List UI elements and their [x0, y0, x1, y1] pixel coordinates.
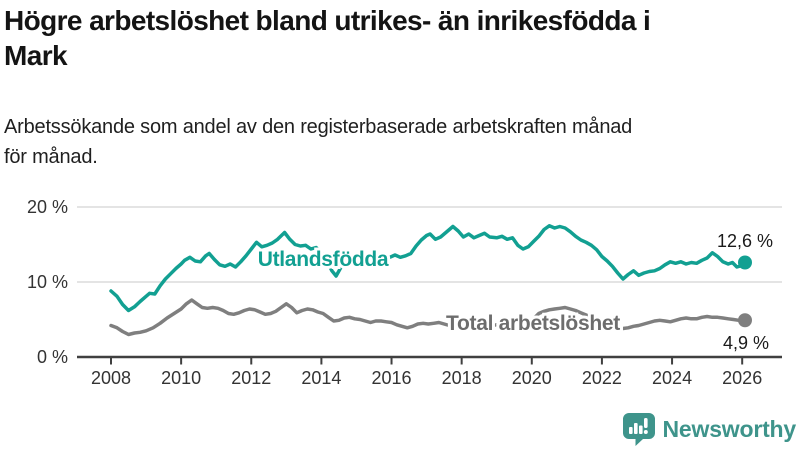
x-tick-label: 2018: [442, 368, 482, 388]
newsworthy-logo: Newsworthy: [622, 412, 796, 446]
page-title: Högre arbetslöshet bland utrikes- än inr…: [4, 3, 651, 73]
x-tick-label: 2020: [512, 368, 552, 388]
chart-subtitle: Arbetssökande som andel av den registerb…: [4, 112, 632, 172]
series-end-dot-total: [737, 313, 752, 328]
x-tick-label: 2026: [722, 368, 762, 388]
gridlines: [77, 206, 782, 283]
x-tick-label: 2016: [372, 368, 412, 388]
y-tick-label: 20 %: [27, 197, 68, 217]
x-tick-label: 2014: [301, 368, 341, 388]
newsworthy-wordmark: Newsworthy: [662, 415, 797, 442]
y-tick-label: 10 %: [27, 272, 68, 292]
x-axis: [77, 355, 782, 365]
value-annotations: 12,6 % 4,9 %: [717, 231, 773, 353]
subtitle-line-1: Arbetssökande som andel av den registerb…: [4, 116, 633, 138]
x-tick-label: 2008: [91, 368, 131, 388]
subtitle-line-2: för månad.: [4, 146, 98, 168]
series-line-total: [109, 298, 747, 337]
title-line-1: Högre arbetslöshet bland utrikes- än inr…: [4, 5, 651, 36]
series-line-utlandsfodda: [109, 224, 747, 313]
series-end-dot-utlandsfodda: [737, 255, 752, 270]
series-label-total: Total arbetslöshet: [446, 312, 620, 335]
value-annotation: 4,9 %: [723, 333, 769, 353]
value-annotation: 12,6 %: [717, 231, 773, 251]
series-labels: Utlandsfödda Total arbetslöshet: [255, 245, 624, 338]
y-tick-label: 0 %: [37, 347, 68, 367]
bar-chart-speech-bubble-icon: [622, 413, 655, 446]
series-label-utlandsfodda: Utlandsfödda: [258, 248, 389, 271]
x-tick-label: 2022: [582, 368, 622, 388]
x-tick-label: 2012: [231, 368, 271, 388]
series-lines: [109, 224, 752, 337]
y-tick-labels: 0 % 10 % 20 %: [27, 197, 68, 367]
x-tick-label: 2010: [161, 368, 201, 388]
x-tick-label: 2024: [652, 368, 692, 388]
title-line-2: Mark: [4, 40, 68, 71]
x-tick-labels: 2008 2010 2012 2014 2016 2018 2020 2022 2024 2026: [91, 368, 762, 388]
